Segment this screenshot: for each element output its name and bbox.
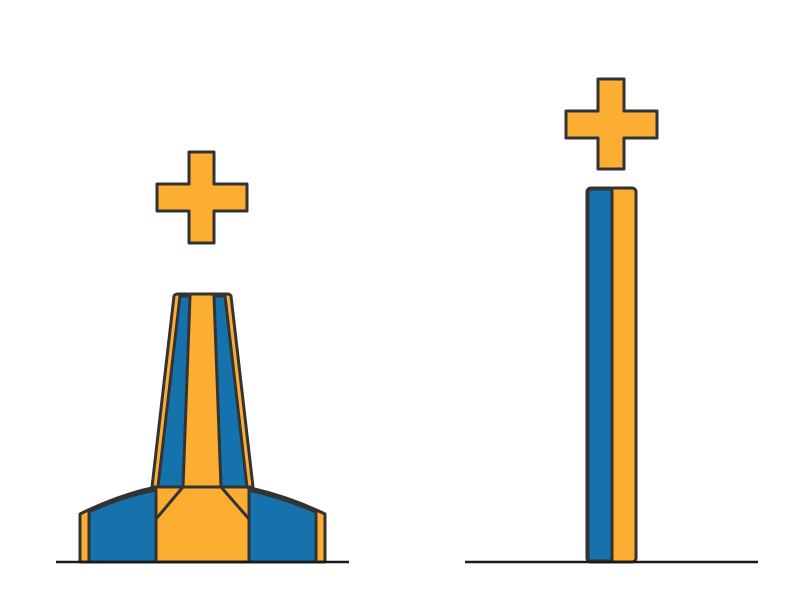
left-base <box>80 487 325 562</box>
left-plus-icon <box>157 152 247 243</box>
right-bar-blue <box>588 189 612 561</box>
right-bar <box>587 188 636 562</box>
right-figure <box>465 79 758 562</box>
left-figure <box>56 152 349 562</box>
left-base-blue-right <box>249 490 316 562</box>
right-plus-icon <box>566 79 657 169</box>
left-spire <box>152 294 253 487</box>
left-base-blue-left <box>89 490 156 562</box>
